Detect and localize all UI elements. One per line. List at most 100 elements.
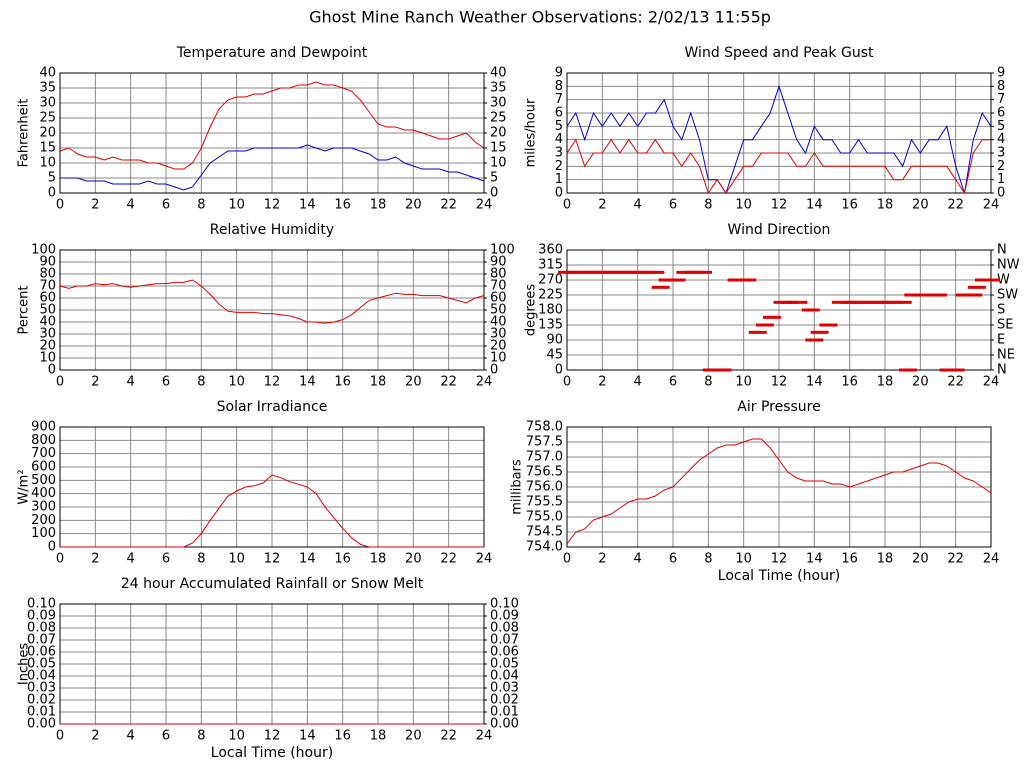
y-tick-label: 0 bbox=[48, 540, 56, 555]
x-tick-label: 16 bbox=[841, 375, 858, 390]
y-tick-label: 757.5 bbox=[526, 435, 563, 450]
y-tick-label: 90 bbox=[546, 333, 563, 348]
x-tick-label: 10 bbox=[228, 198, 245, 213]
x-tick-label: 24 bbox=[983, 375, 1000, 390]
y-tick-label: 754.0 bbox=[526, 540, 563, 555]
y-tick-label: 0.01 bbox=[27, 705, 56, 720]
chart-title: Air Pressure bbox=[737, 399, 820, 415]
y2-tick-label: 20 bbox=[490, 339, 507, 354]
x-tick-label: 20 bbox=[405, 552, 422, 567]
y-tick-label: 70 bbox=[39, 279, 56, 294]
y2-tick-label: 0.08 bbox=[490, 621, 519, 636]
y2-tick-label: 0.00 bbox=[490, 717, 519, 732]
y-tick-label: 10 bbox=[39, 351, 56, 366]
x-tick-label: 16 bbox=[841, 198, 858, 213]
y-tick-label: 0.10 bbox=[27, 597, 56, 612]
series-line bbox=[60, 474, 484, 548]
y-tick-label: 100 bbox=[31, 526, 56, 541]
y2-tick-label: 10 bbox=[490, 156, 507, 171]
y-tick-label: 0 bbox=[555, 363, 563, 378]
x-tick-label: 14 bbox=[806, 552, 823, 567]
y2-tick-label: 1 bbox=[997, 172, 1005, 187]
y-tick-label: 756.5 bbox=[526, 465, 563, 480]
y-tick-label: 300 bbox=[31, 500, 56, 515]
x-tick-label: 8 bbox=[197, 552, 205, 567]
y2-tick-label: 0.02 bbox=[490, 693, 519, 708]
y2-tick-label: 0.03 bbox=[490, 681, 519, 696]
y-tick-label: 0.02 bbox=[27, 693, 56, 708]
x-tick-label: 6 bbox=[162, 198, 170, 213]
x-tick-label: 20 bbox=[405, 198, 422, 213]
y2-tick-label: 2 bbox=[997, 159, 1005, 174]
y-tick-label: 0.00 bbox=[27, 717, 56, 732]
x-tick-label: 24 bbox=[476, 552, 493, 567]
x-tick-label: 24 bbox=[476, 198, 493, 213]
x-tick-label: 16 bbox=[334, 552, 351, 567]
y2-tick-label: N bbox=[997, 243, 1007, 258]
x-tick-label: 6 bbox=[669, 198, 677, 213]
y-axis-label: Fahrenheit bbox=[17, 99, 32, 168]
y-tick-label: 60 bbox=[39, 291, 56, 306]
chart-title: Relative Humidity bbox=[210, 222, 334, 238]
y-tick-label: 1 bbox=[555, 172, 563, 187]
x-tick-label: 2 bbox=[91, 552, 99, 567]
y-tick-label: 135 bbox=[538, 318, 563, 333]
x-tick-label: 22 bbox=[947, 198, 964, 213]
direction-point bbox=[810, 330, 829, 334]
y2-tick-label: 0.01 bbox=[490, 705, 519, 720]
x-tick-label: 0 bbox=[563, 198, 571, 213]
x-tick-label: 22 bbox=[440, 729, 457, 744]
x-tick-label: 2 bbox=[598, 375, 606, 390]
y2-tick-label: 0.07 bbox=[490, 633, 519, 648]
y-tick-label: 200 bbox=[31, 513, 56, 528]
x-tick-label: 8 bbox=[197, 729, 205, 744]
x-tick-label: 8 bbox=[197, 198, 205, 213]
x-tick-label: 20 bbox=[405, 729, 422, 744]
series-line bbox=[59, 81, 485, 170]
y-tick-label: 40 bbox=[39, 66, 56, 81]
x-tick-label: 10 bbox=[228, 552, 245, 567]
x-tick-label: 8 bbox=[704, 375, 712, 390]
x-tick-label: 4 bbox=[127, 375, 135, 390]
y2-tick-label: 90 bbox=[490, 255, 507, 270]
y2-tick-label: 9 bbox=[997, 66, 1005, 81]
series-line bbox=[566, 138, 991, 195]
y-tick-label: 755.5 bbox=[526, 495, 563, 510]
y2-tick-label: SE bbox=[997, 318, 1013, 333]
y2-tick-label: E bbox=[997, 333, 1005, 348]
direction-point bbox=[646, 270, 665, 274]
x-tick-label: 6 bbox=[162, 375, 170, 390]
plot-frame bbox=[59, 426, 485, 548]
x-tick-label: 6 bbox=[162, 729, 170, 744]
direction-point bbox=[893, 300, 912, 304]
x-tick-label: 24 bbox=[476, 375, 493, 390]
y-tick-label: 0.08 bbox=[27, 621, 56, 636]
y-tick-label: 360 bbox=[538, 243, 563, 258]
direction-point bbox=[738, 278, 757, 282]
plot-frame bbox=[566, 72, 992, 194]
x-tick-label: 6 bbox=[162, 552, 170, 567]
y-axis-label: millibars bbox=[510, 459, 525, 515]
y2-tick-label: 70 bbox=[490, 279, 507, 294]
y-axis-label: W/m² bbox=[17, 469, 32, 504]
direction-point bbox=[898, 368, 917, 372]
x-tick-label: 12 bbox=[264, 198, 281, 213]
y-tick-label: 754.5 bbox=[526, 525, 563, 540]
y-tick-label: 756.0 bbox=[526, 480, 563, 495]
x-axis-label: Local Time (hour) bbox=[718, 568, 840, 584]
x-tick-label: 10 bbox=[735, 375, 752, 390]
direction-point bbox=[667, 278, 686, 282]
y-tick-label: 0.04 bbox=[27, 669, 56, 684]
x-tick-label: 0 bbox=[563, 552, 571, 567]
x-tick-label: 14 bbox=[806, 375, 823, 390]
y-tick-label: 800 bbox=[31, 433, 56, 448]
y2-tick-label: 4 bbox=[997, 132, 1005, 147]
chart-title: 24 hour Accumulated Rainfall or Snow Mel… bbox=[121, 576, 424, 592]
direction-point bbox=[819, 323, 838, 327]
direction-point bbox=[755, 323, 774, 327]
y2-tick-label: SW bbox=[997, 288, 1018, 303]
x-tick-label: 2 bbox=[91, 729, 99, 744]
x-tick-label: 10 bbox=[228, 375, 245, 390]
x-tick-label: 2 bbox=[91, 375, 99, 390]
page-title: Ghost Mine Ranch Weather Observations: 2… bbox=[309, 8, 771, 27]
